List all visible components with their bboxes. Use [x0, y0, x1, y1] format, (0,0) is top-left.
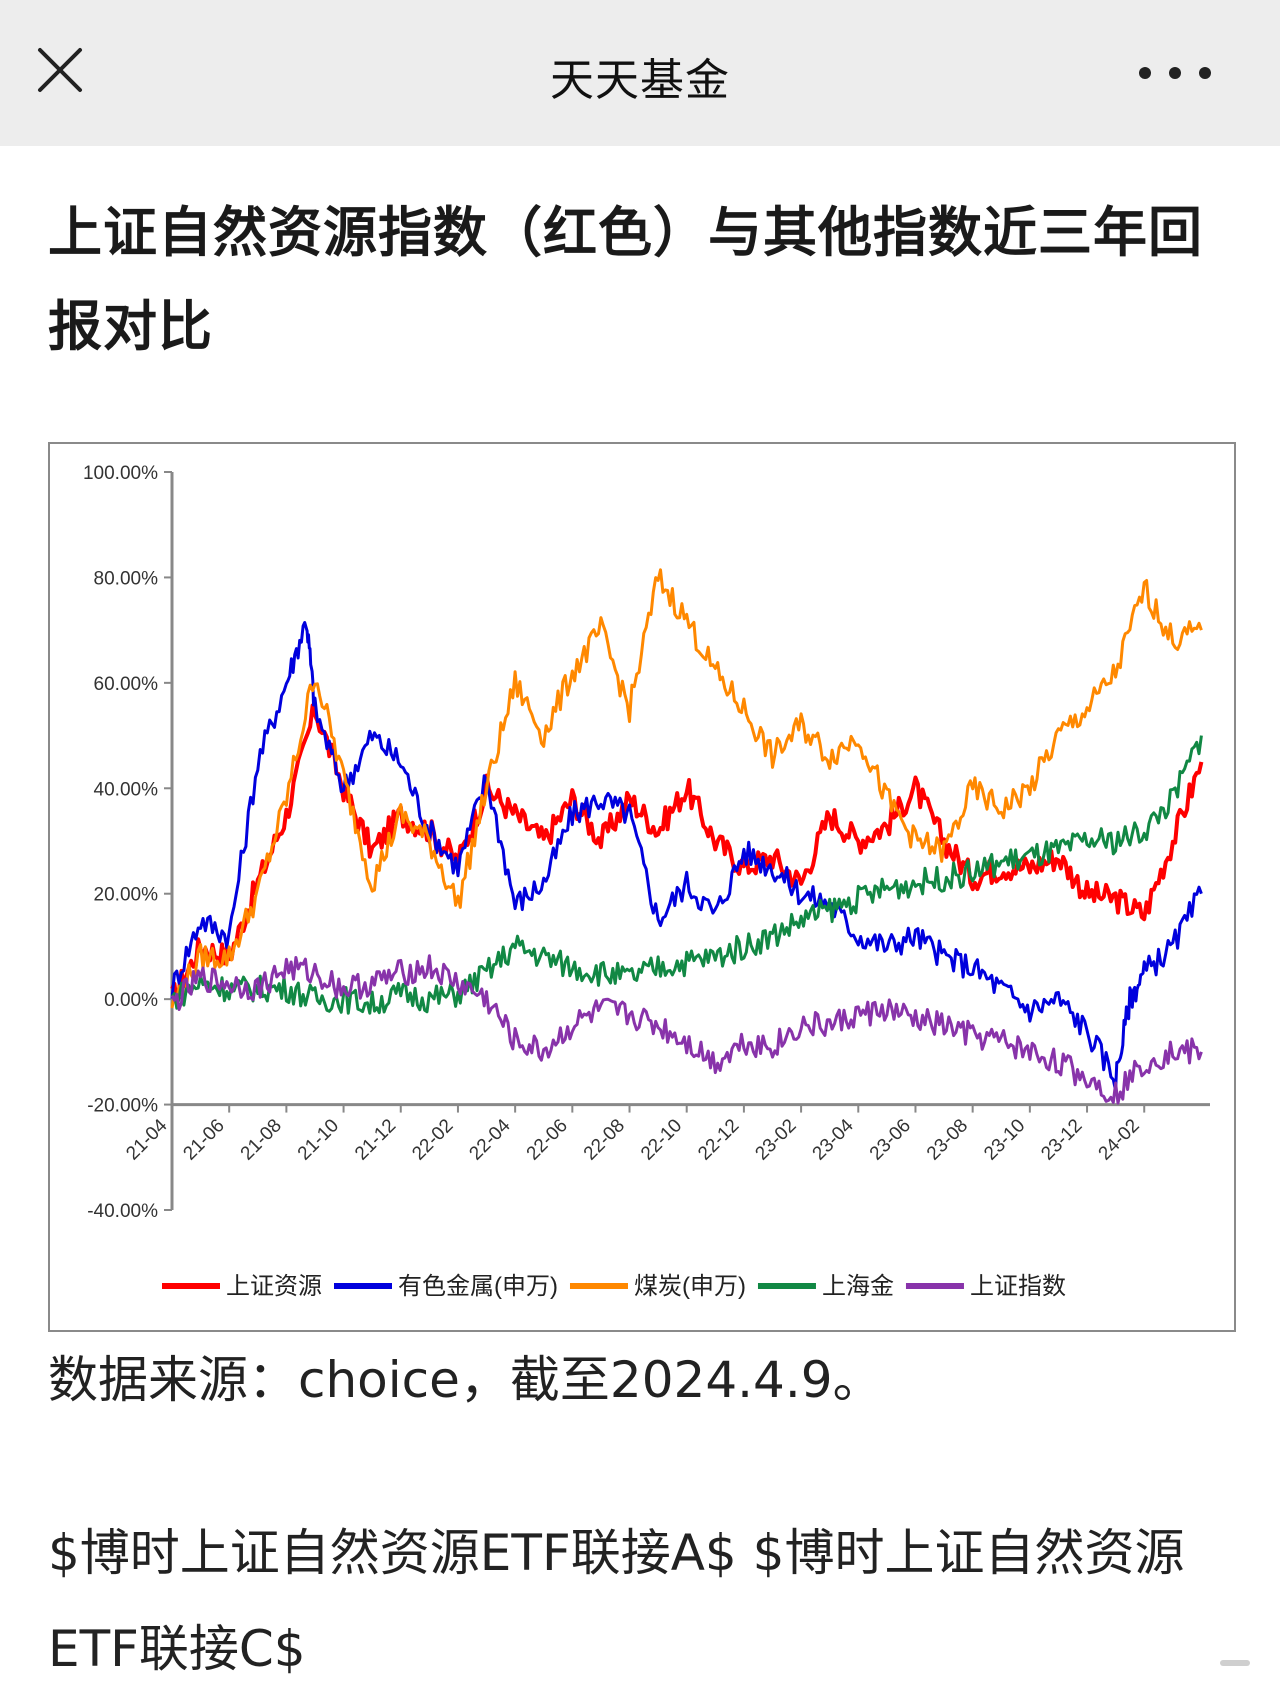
- y-tick-label: 0.00%: [104, 990, 158, 1011]
- stock-link-etf-c[interactable]: $博时上证自然资源ETF联接C$: [48, 1524, 1185, 1678]
- series-line-2: [170, 621, 1203, 1093]
- x-tick-label: 21-04: [122, 1115, 172, 1165]
- stock-links: $博时上证自然资源ETF联接A$ $博时上证自然资源ETF联接C$: [48, 1505, 1238, 1697]
- x-tick-label: 23-02: [751, 1115, 800, 1164]
- series-line-5: [170, 954, 1203, 1105]
- series-line-1: [170, 703, 1204, 1004]
- legend-label: 煤炭(申万): [634, 1273, 746, 1300]
- y-tick-label: 80.00%: [94, 568, 159, 589]
- scroll-indicator: [1220, 1660, 1250, 1666]
- y-tick-label: -40.00%: [87, 1201, 158, 1222]
- x-tick-label: 21-08: [237, 1115, 286, 1164]
- x-tick-label: 21-06: [180, 1115, 229, 1164]
- x-tick-label: 21-12: [351, 1115, 400, 1164]
- top-bar: 天天基金: [0, 0, 1280, 146]
- chart-image: 100.00% 80.00% 60.00% 40.00% 20.00% 0.00% -20.…: [48, 442, 1236, 1332]
- y-tick-label: 60.00%: [94, 674, 159, 695]
- x-tick-label: 22-02: [408, 1115, 457, 1164]
- series-line-3: [170, 568, 1203, 1009]
- line-chart: 100.00% 80.00% 60.00% 40.00% 20.00% 0.00% -20.…: [83, 463, 1210, 1300]
- x-tick-label: 24-02: [1095, 1115, 1144, 1164]
- y-tick-label: -20.00%: [87, 1096, 158, 1117]
- x-tick-label: 23-12: [1037, 1115, 1086, 1164]
- close-icon[interactable]: [32, 42, 88, 98]
- x-tick-label: 22-04: [465, 1115, 515, 1165]
- app-title: 天天基金: [550, 55, 730, 106]
- data-source-caption: 数据来源：choice，截至2024.4.9。: [48, 1351, 883, 1409]
- article-title: 上证自然资源指数（红色）与其他指数近三年回报对比: [48, 201, 1203, 358]
- x-tick-label: 21-10: [294, 1115, 343, 1164]
- x-tick-label: 23-08: [923, 1115, 972, 1164]
- x-tick-label: 23-10: [980, 1115, 1029, 1164]
- x-tick-label: 22-06: [523, 1115, 572, 1164]
- legend-label: 上证资源: [226, 1273, 322, 1300]
- y-tick-label: 20.00%: [94, 885, 159, 906]
- y-tick-label: 40.00%: [94, 779, 159, 800]
- y-tick-label: 100.00%: [83, 463, 158, 484]
- x-tick-label: 22-12: [694, 1115, 743, 1164]
- more-options-icon[interactable]: [1130, 58, 1220, 88]
- stock-link-etf-a[interactable]: $博时上证自然资源ETF联接A$: [48, 1524, 737, 1582]
- series-line-4: [170, 735, 1203, 1015]
- x-tick-label: 22-10: [637, 1115, 686, 1164]
- legend-label: 上海金: [822, 1273, 894, 1300]
- x-tick-label: 23-06: [866, 1115, 915, 1164]
- x-tick-label: 23-04: [809, 1115, 859, 1165]
- legend-label: 有色金属(申万): [398, 1273, 558, 1300]
- legend-label: 上证指数: [970, 1273, 1066, 1300]
- x-tick-label: 22-08: [580, 1115, 629, 1164]
